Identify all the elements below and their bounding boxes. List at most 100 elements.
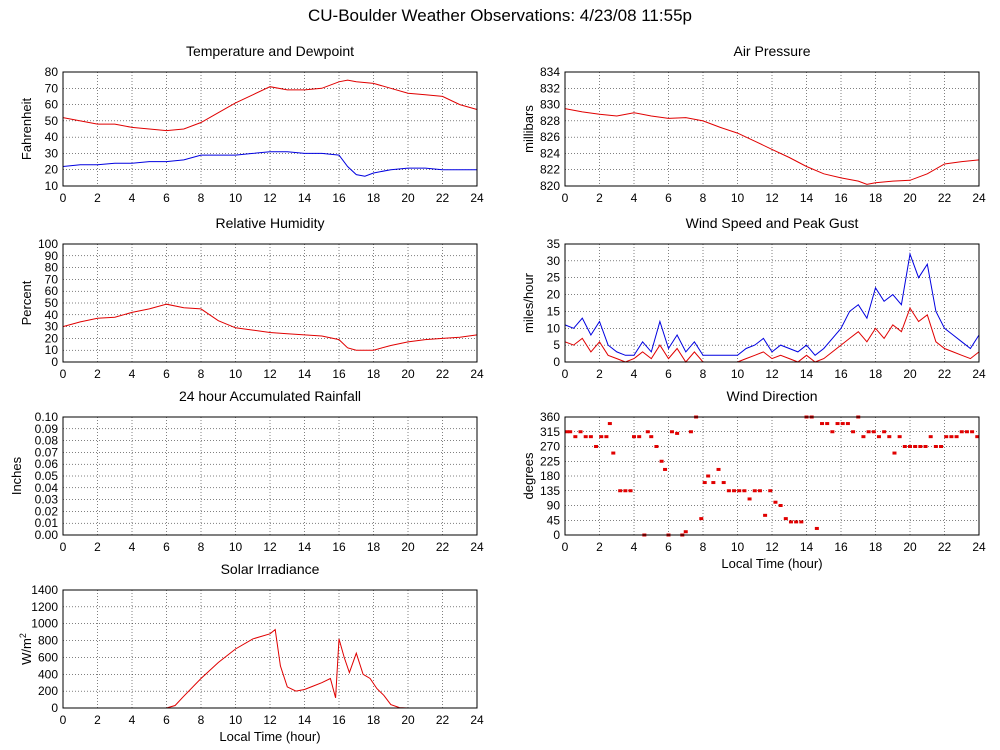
x-tick-label: 20 xyxy=(401,713,415,727)
data-point xyxy=(794,520,799,524)
data-point xyxy=(778,504,783,507)
x-tick-label: 4 xyxy=(129,367,136,381)
y-tick-label: 1400 xyxy=(31,583,58,597)
data-point xyxy=(637,435,642,439)
data-point xyxy=(970,430,975,434)
data-point xyxy=(688,430,693,434)
data-point xyxy=(604,435,609,439)
data-point xyxy=(964,430,969,434)
x-axis-label: Local Time (hour) xyxy=(721,556,822,571)
y-tick-label: 0.10 xyxy=(35,410,59,424)
y-tick-label: 822 xyxy=(540,163,560,177)
x-tick-label: 22 xyxy=(436,367,450,381)
chart-title: Solar Irradiance xyxy=(221,561,320,577)
data-point xyxy=(866,430,871,434)
chart-title: Temperature and Dewpoint xyxy=(186,43,354,59)
x-tick-label: 8 xyxy=(198,713,205,727)
data-point xyxy=(788,520,793,524)
x-tick-label: 18 xyxy=(367,540,381,554)
data-point xyxy=(721,481,726,485)
x-tick-label: 16 xyxy=(834,191,848,205)
y-tick-label: 315 xyxy=(540,425,560,439)
x-tick-label: 8 xyxy=(198,191,205,205)
y-tick-label: 25 xyxy=(547,271,561,285)
x-tick-label: 6 xyxy=(665,540,672,554)
y-tick-label: 30 xyxy=(45,146,59,160)
x-tick-label: 2 xyxy=(94,713,101,727)
x-tick-label: 4 xyxy=(129,540,136,554)
page-title: CU-Boulder Weather Observations: 4/23/08… xyxy=(308,6,692,25)
data-point xyxy=(840,422,845,426)
series-line xyxy=(564,252,980,356)
x-tick-label: 0 xyxy=(562,191,569,205)
chart-title: Wind Direction xyxy=(726,388,817,404)
x-tick-label: 12 xyxy=(263,191,277,205)
y-tick-label: 90 xyxy=(547,499,561,513)
x-tick-label: 14 xyxy=(800,367,814,381)
y-tick-label: 15 xyxy=(547,304,561,318)
x-tick-label: 14 xyxy=(800,540,814,554)
x-tick-label: 4 xyxy=(631,367,638,381)
x-tick-label: 20 xyxy=(401,367,415,381)
x-axis-label: Local Time (hour) xyxy=(219,729,320,744)
x-tick-label: 8 xyxy=(198,367,205,381)
y-tick-label: 50 xyxy=(45,114,59,128)
x-tick-label: 12 xyxy=(263,367,277,381)
data-point xyxy=(835,422,840,426)
data-point xyxy=(954,435,959,439)
y-axis-label: W/m2 xyxy=(18,633,34,665)
y-axis-label: Fahrenheit xyxy=(19,98,34,161)
data-point xyxy=(623,489,628,493)
chart-title: 24 hour Accumulated Rainfall xyxy=(179,388,361,404)
x-tick-label: 24 xyxy=(470,540,484,554)
plot-frame xyxy=(564,243,980,363)
data-point xyxy=(737,489,742,493)
x-tick-label: 20 xyxy=(401,540,415,554)
data-point xyxy=(568,430,573,434)
plot-frame xyxy=(62,243,478,363)
y-axis-label: degrees xyxy=(521,452,536,499)
data-point xyxy=(588,435,593,439)
data-point xyxy=(618,489,623,493)
data-point xyxy=(594,445,599,448)
y-tick-label: 80 xyxy=(45,65,59,79)
x-tick-label: 10 xyxy=(229,191,243,205)
x-tick-label: 22 xyxy=(436,540,450,554)
y-tick-label: 45 xyxy=(547,513,561,527)
y-tick-label: 40 xyxy=(45,308,59,322)
x-tick-label: 12 xyxy=(765,191,779,205)
x-tick-label: 12 xyxy=(263,540,277,554)
x-tick-label: 2 xyxy=(596,191,603,205)
data-point xyxy=(742,489,747,493)
data-point xyxy=(699,517,704,521)
x-tick-label: 4 xyxy=(129,191,136,205)
x-tick-label: 16 xyxy=(332,367,346,381)
data-point xyxy=(726,489,731,493)
data-point xyxy=(959,430,964,434)
data-point xyxy=(944,435,949,439)
x-tick-label: 4 xyxy=(631,191,638,205)
x-tick-label: 4 xyxy=(631,540,638,554)
data-point xyxy=(861,435,866,439)
y-tick-label: 800 xyxy=(38,634,58,648)
x-tick-label: 24 xyxy=(470,191,484,205)
x-tick-label: 16 xyxy=(834,540,848,554)
data-point xyxy=(814,526,819,530)
x-tick-label: 24 xyxy=(470,713,484,727)
data-point xyxy=(918,445,923,448)
data-point xyxy=(913,445,918,448)
data-point xyxy=(923,445,928,448)
x-tick-label: 0 xyxy=(562,540,569,554)
y-tick-label: 0.01 xyxy=(35,516,59,530)
x-tick-label: 8 xyxy=(198,540,205,554)
data-point xyxy=(763,513,768,517)
x-tick-label: 6 xyxy=(665,367,672,381)
x-tick-label: 10 xyxy=(731,540,745,554)
data-point xyxy=(573,435,578,439)
x-tick-label: 24 xyxy=(470,367,484,381)
y-tick-label: 0 xyxy=(51,355,58,369)
data-point xyxy=(933,445,938,448)
y-tick-label: 826 xyxy=(540,130,560,144)
